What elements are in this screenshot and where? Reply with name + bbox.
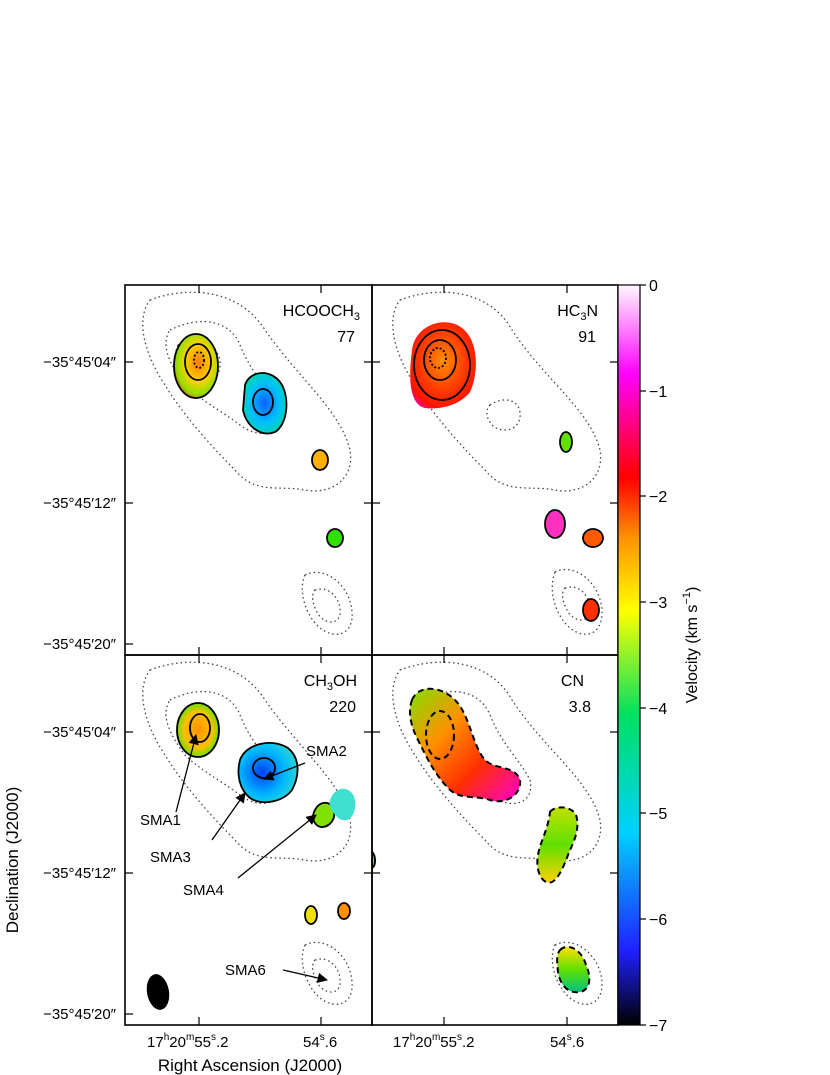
blob-sma4 xyxy=(311,449,329,471)
panel2-peak: 91 xyxy=(578,329,596,346)
synthesized-beam xyxy=(146,974,170,1010)
xtick-54-6-left: 54s.6 xyxy=(303,1032,337,1051)
label-sma4: SMA4 xyxy=(183,882,224,899)
panel2-molecule: HC3N xyxy=(557,303,598,323)
xtick-55-2-right: 17h20m55s.2 xyxy=(393,1032,474,1051)
panel-ch3oh xyxy=(142,661,356,1010)
panel-labels: HCOOCH3 77 HC3N 91 CH3OH 220 CN 3.8 xyxy=(283,303,598,716)
cb-tick-0: 0 xyxy=(649,278,658,295)
panel-hcooch3 xyxy=(142,291,353,635)
blob-sma5 xyxy=(326,528,344,548)
ytick-12-bottom: −35°45′12″ xyxy=(43,865,117,882)
y-tick-labels: −35°45′04″ −35°45′12″ −35°45′20″ −35°45′… xyxy=(43,354,117,1023)
velocity-blobs xyxy=(173,333,344,548)
panel4-peak: 3.8 xyxy=(569,699,591,716)
panel3-peak: 220 xyxy=(329,699,356,716)
blob-sma5b xyxy=(582,528,604,548)
label-sma3: SMA3 xyxy=(150,849,191,866)
cb-tick-7: −7 xyxy=(649,1018,667,1035)
panel-cn xyxy=(372,661,603,1005)
ytick-20-bottom: −35°45′20″ xyxy=(43,1006,117,1023)
colorbar: 0 −1 −2 −3 −4 −5 −6 −7 Velocity (km s−1) xyxy=(617,278,701,1035)
continuum-contours xyxy=(392,661,603,1005)
blob-sma4b xyxy=(329,788,356,821)
blob-sma5 xyxy=(544,509,566,539)
blob-sma6 xyxy=(582,598,600,622)
panel1-peak: 77 xyxy=(337,329,355,346)
xtick-55-2-left: 17h20m55s.2 xyxy=(147,1032,228,1051)
ytick-20-top: −35°45′20″ xyxy=(43,636,117,653)
ytick-12-top: −35°45′12″ xyxy=(43,495,117,512)
x-axis-label: Right Ascension (J2000) xyxy=(158,1056,342,1075)
xtick-54-6-right: 54s.6 xyxy=(550,1032,584,1051)
panel4-molecule: CN xyxy=(561,673,584,690)
blob-sma2 xyxy=(242,372,288,435)
continuum-contours xyxy=(392,291,603,635)
cb-tick-3: −3 xyxy=(649,595,667,612)
ytick-04-bottom: −35°45′04″ xyxy=(43,724,117,741)
colorbar-gradient xyxy=(617,284,641,1026)
blob-sma6 xyxy=(556,945,591,994)
label-sma2: SMA2 xyxy=(306,743,347,760)
source-labels: SMA1 SMA2 SMA3 SMA4 SMA6 xyxy=(140,743,347,979)
panel1-molecule: HCOOCH3 xyxy=(283,303,360,323)
panel3-molecule: CH3OH xyxy=(304,673,357,693)
cb-tick-6: −6 xyxy=(649,912,667,929)
blob-sma4 xyxy=(536,806,579,884)
blob-sma1 xyxy=(176,702,220,758)
cb-tick-2: −2 xyxy=(649,489,667,506)
ytick-04-top: −35°45′04″ xyxy=(43,354,117,371)
cb-tick-5: −5 xyxy=(649,806,667,823)
continuum-contours xyxy=(142,661,353,1005)
panel-hc3n xyxy=(392,291,604,635)
velocity-blobs xyxy=(372,687,591,994)
velocity-blobs xyxy=(410,322,604,622)
label-sma6: SMA6 xyxy=(225,962,266,979)
blob-sma5 xyxy=(304,905,318,925)
blob-sma1 xyxy=(409,687,522,803)
blob-sma4 xyxy=(559,431,573,453)
x-tick-labels: 17h20m55s.2 54s.6 17h20m55s.2 54s.6 xyxy=(147,1032,584,1051)
velocity-blobs xyxy=(176,702,356,925)
colorbar-label: Velocity (km s−1) xyxy=(681,587,701,704)
source-annotations xyxy=(175,733,329,983)
tick-marks xyxy=(125,285,618,1025)
label-sma1: SMA1 xyxy=(140,812,181,829)
blob-sma6 xyxy=(337,902,351,920)
cb-tick-4: −4 xyxy=(649,701,667,718)
y-axis-label: Declination (J2000) xyxy=(3,787,22,933)
blob-sma2 xyxy=(237,742,299,804)
cb-tick-1: −1 xyxy=(649,384,667,401)
